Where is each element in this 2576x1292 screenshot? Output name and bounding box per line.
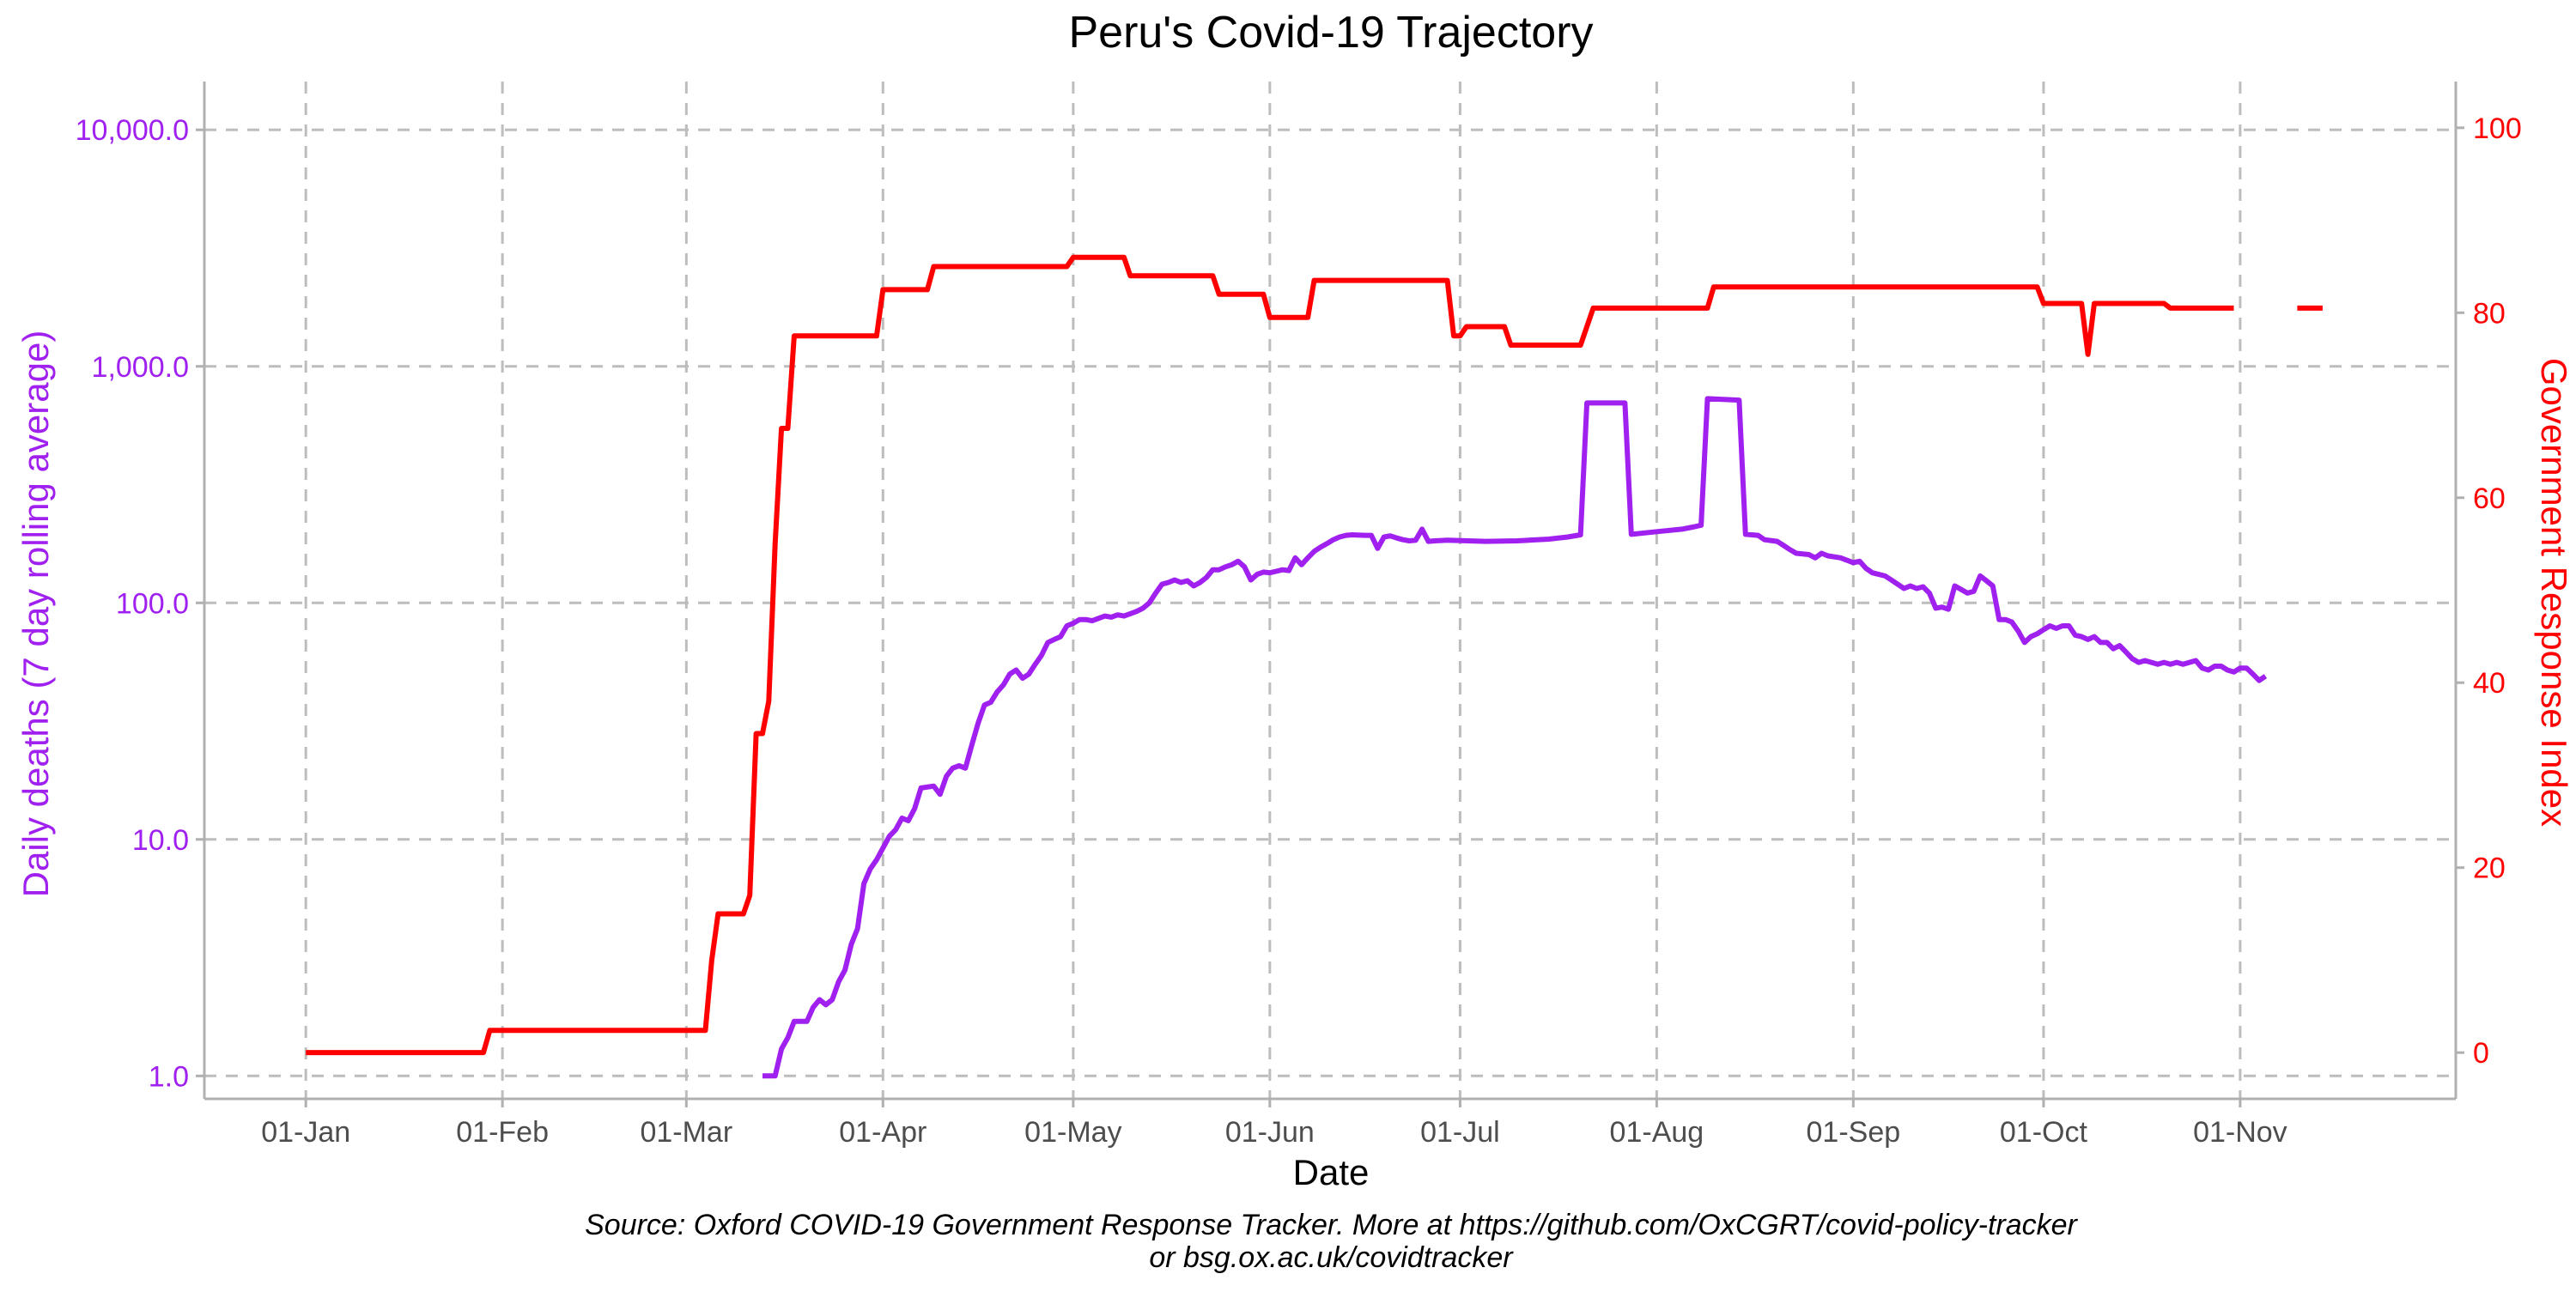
y-right-tick-label: 0 — [2473, 1037, 2489, 1070]
x-tick-label: 01-Jun — [1225, 1116, 1315, 1149]
x-tick-label: 01-Nov — [2193, 1116, 2287, 1149]
y-axis-label-left: Daily deaths (7 day rolling average) — [15, 331, 56, 898]
text-layer: Peru's Covid-19 Trajectory Date Daily de… — [15, 8, 2574, 1274]
grid-layer — [204, 82, 2456, 1099]
y-axis-label-right: Government Response Index — [2534, 358, 2574, 827]
source-caption-line1: Source: Oxford COVID-19 Government Respo… — [585, 1209, 2078, 1241]
axis-layer: 01-Jan 01-Feb 01-Mar 01-Apr 01-May 01-Jun 01-J… — [76, 82, 2522, 1149]
y-left-tick-label: 1.0 — [149, 1060, 189, 1093]
source-caption-line2: or bsg.ox.ac.uk/covidtracker — [1149, 1241, 1514, 1274]
y-right-tick-label: 20 — [2473, 852, 2506, 885]
deaths-series-line — [762, 396, 2268, 1079]
x-tick-label: 01-Sep — [1807, 1116, 1901, 1149]
x-tick-label: 01-Jul — [1420, 1116, 1500, 1149]
y-left-tick-label: 1,000.0 — [92, 351, 189, 384]
x-tick-label: 01-Feb — [456, 1116, 549, 1149]
response-index-line — [306, 254, 2234, 1056]
x-axis-label: Date — [1293, 1152, 1370, 1192]
chart-title: Peru's Covid-19 Trajectory — [1068, 8, 1593, 58]
y-left-tick-label: 100.0 — [116, 587, 189, 620]
y-left-tick-label: 10.0 — [132, 824, 189, 857]
x-tick-label: 01-Aug — [1610, 1116, 1704, 1149]
x-tick-label: 01-Apr — [839, 1116, 927, 1149]
y-right-tick-label: 60 — [2473, 482, 2506, 515]
y-left-tick-label: 10,000.0 — [76, 114, 189, 147]
y-right-tick-label: 80 — [2473, 297, 2506, 330]
x-tick-label: 01-May — [1024, 1116, 1121, 1149]
y-right-tick-label: 40 — [2473, 667, 2506, 700]
x-tick-label: 01-Mar — [640, 1116, 732, 1149]
series-layer — [306, 254, 2323, 1079]
x-tick-label: 01-Jan — [261, 1116, 350, 1149]
x-tick-label: 01-Oct — [2000, 1116, 2088, 1149]
y-right-tick-label: 100 — [2473, 112, 2522, 145]
